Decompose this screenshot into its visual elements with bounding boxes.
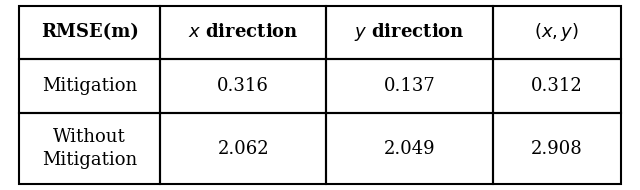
Bar [326, 6, 493, 59]
Bar [19, 6, 160, 59]
Bar [493, 6, 621, 59]
Text: RMSE(m): RMSE(m) [41, 24, 138, 41]
Text: $\mathbf{\mathit{x}}$ direction: $\mathbf{\mathit{x}}$ direction [188, 24, 298, 41]
Text: Mitigation: Mitigation [42, 77, 137, 95]
Text: $(\mathbf{\mathit{x}},\mathbf{\mathit{y}})$: $(\mathbf{\mathit{x}},\mathbf{\mathit{y}… [534, 21, 579, 44]
Text: 2.049: 2.049 [384, 140, 435, 158]
Bar [326, 59, 493, 113]
Bar [493, 59, 621, 113]
Text: 0.316: 0.316 [217, 77, 269, 95]
Text: 0.312: 0.312 [531, 77, 582, 95]
Bar [160, 113, 326, 184]
Bar [326, 113, 493, 184]
Text: 0.137: 0.137 [384, 77, 435, 95]
Text: 2.062: 2.062 [218, 140, 269, 158]
Bar [493, 113, 621, 184]
Bar [160, 6, 326, 59]
Text: 2.908: 2.908 [531, 140, 582, 158]
Bar [19, 113, 160, 184]
Text: $\mathbf{\mathit{y}}$ direction: $\mathbf{\mathit{y}}$ direction [355, 21, 465, 44]
Text: Without
Mitigation: Without Mitigation [42, 128, 137, 169]
Bar [19, 59, 160, 113]
Bar [160, 59, 326, 113]
